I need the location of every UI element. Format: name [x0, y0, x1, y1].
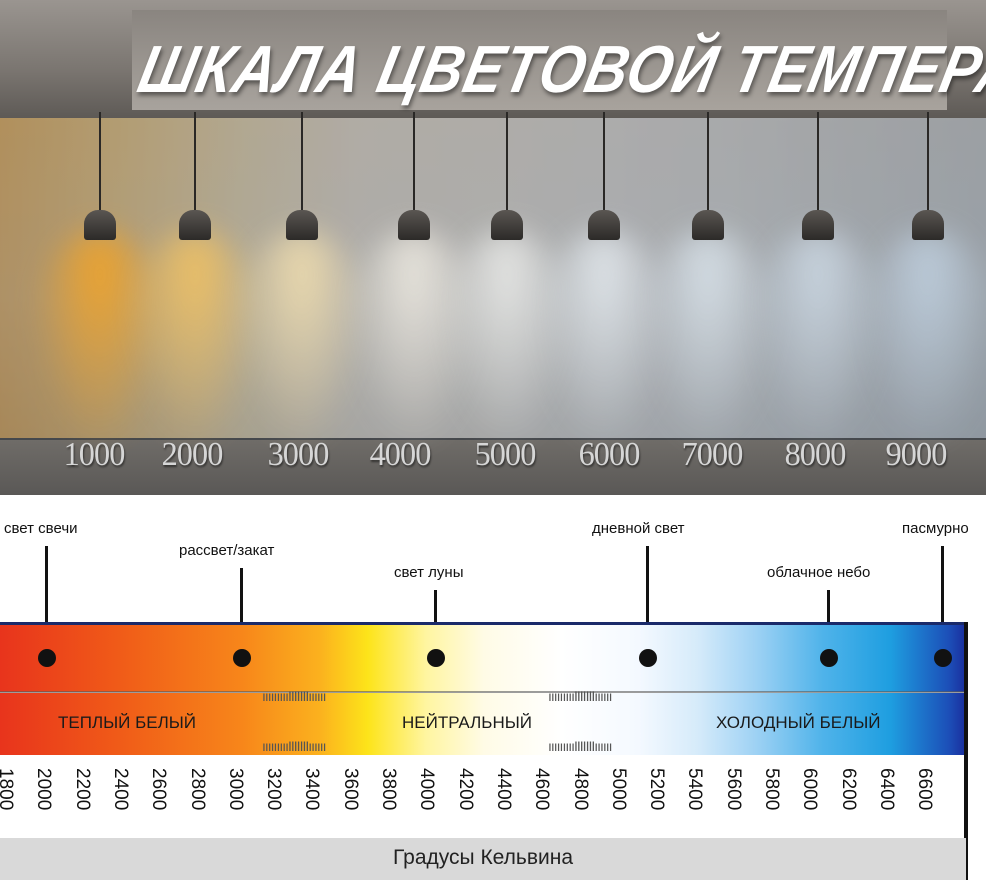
scale-frame-top: [0, 622, 968, 625]
pendant-lamp: [638, 112, 778, 450]
tick-label: 1800: [0, 768, 16, 811]
tick-label: 3400: [301, 768, 323, 811]
lamp-shade-icon: [286, 210, 318, 240]
tick-label: 5200: [646, 768, 668, 811]
tick-label: 4600: [531, 768, 553, 811]
pendant-lamp: [534, 112, 674, 450]
pendant-lamp: [748, 112, 888, 450]
lamp-shade-icon: [588, 210, 620, 240]
footer-band: [0, 838, 966, 880]
lamp-shade-icon: [692, 210, 724, 240]
tick-label: 4000: [416, 768, 438, 811]
tick-label: 6200: [837, 768, 859, 811]
tick-label: 4400: [492, 768, 514, 811]
kelvin-unit-label: Градусы Кельвина: [392, 846, 574, 869]
marker-overcast: [934, 649, 952, 667]
lamp-shade-icon: [84, 210, 116, 240]
tick-label: 4200: [454, 768, 476, 811]
marker-cloudy-sky: [820, 649, 838, 667]
transition-marks-cold-top: ıııııııııIIIIIIIıııııı: [548, 688, 613, 704]
lamp-cord: [927, 112, 929, 212]
lamp-glow: [858, 230, 986, 450]
pendant-lamp: [858, 112, 986, 450]
pendant-lamp: [125, 112, 265, 450]
tick-label: 6600: [914, 768, 936, 811]
photo-scale-7000: 7000: [681, 436, 744, 473]
transition-marks-warm-bottom: ıııııııııIIIIIIIıııııı: [262, 738, 327, 754]
lamp-cord: [707, 112, 709, 212]
bar-divider: [0, 691, 968, 693]
photo-scale-4000: 4000: [369, 436, 432, 473]
marker-moonlight: [427, 649, 445, 667]
lamp-cord: [413, 112, 415, 212]
pointer-sunrise: [240, 568, 243, 656]
transition-marks-cold-bottom: ıııııııııIIIIIIIıııııı: [548, 738, 613, 754]
lamp-shade-icon: [398, 210, 430, 240]
pointer-daylight: [646, 546, 649, 656]
pendant-lamp: [437, 112, 577, 450]
tick-label: 5400: [684, 768, 706, 811]
label-cloudy-sky: облачное небо: [767, 564, 871, 581]
photo-scale-3000: 3000: [267, 436, 330, 473]
lamp-shade-icon: [912, 210, 944, 240]
page-title: ШКАЛА ЦВЕТОВОЙ ТЕМПЕРАТУРЫ: [132, 32, 986, 107]
marker-daylight: [639, 649, 657, 667]
tick-label: 5800: [761, 768, 782, 811]
photo-scale-9000: 9000: [885, 436, 948, 473]
photo-scale-6000: 6000: [578, 436, 641, 473]
lamp-cord: [301, 112, 303, 212]
tick-label: 3600: [339, 768, 361, 811]
color-temperature-photo: ШКАЛА ЦВЕТОВОЙ ТЕМПЕРАТУРЫ 1000 2000 300…: [0, 0, 986, 495]
zone-warm-white: ТЕПЛЫЙ БЕЛЫЙ: [58, 713, 197, 732]
photo-scale-8000: 8000: [784, 436, 847, 473]
zone-cold-white: ХОЛОДНЫЙ БЕЛЫЙ: [716, 713, 881, 732]
label-candle: свет свечи: [4, 520, 78, 537]
label-daylight: дневной свет: [592, 520, 685, 537]
photo-scale-1000: 1000: [63, 436, 126, 473]
zone-neutral: НЕЙТРАЛЬНЫЙ: [402, 713, 532, 732]
lamp-shade-icon: [802, 210, 834, 240]
title-banner: [132, 10, 947, 110]
lamp-cord: [194, 112, 196, 212]
pendant-lamp: [232, 112, 372, 450]
label-moonlight: свет луны: [394, 564, 464, 581]
tick-label: 3000: [224, 768, 246, 811]
tick-label: 6400: [875, 768, 897, 811]
lamp-shade-icon: [491, 210, 523, 240]
tick-label: 2200: [71, 768, 93, 811]
scale-frame-right: [964, 622, 968, 880]
photo-scale-2000: 2000: [161, 436, 224, 473]
label-sunrise: рассвет/закат: [179, 542, 275, 559]
tick-label: 5000: [607, 768, 629, 811]
lamp-cord: [603, 112, 605, 212]
tick-label: 3800: [378, 768, 399, 811]
lamp-cord: [817, 112, 819, 212]
temperature-gradient-bar: [0, 625, 968, 692]
tick-label: 2800: [186, 768, 208, 811]
tick-label: 2000: [33, 768, 55, 811]
lamp-cord: [99, 112, 101, 212]
lamp-shade-icon: [179, 210, 211, 240]
marker-candle: [38, 649, 56, 667]
tick-label: 2600: [148, 768, 170, 811]
pointer-candle: [45, 546, 48, 656]
lamp-cord: [506, 112, 508, 212]
pointer-overcast: [941, 546, 944, 656]
temperature-zone-bar: [0, 693, 968, 755]
label-overcast: пасмурно: [902, 520, 969, 537]
tick-label: 6000: [799, 768, 821, 811]
pendant-lamp: [30, 112, 170, 450]
transition-marks-warm-top: ıııııııııIIIIIIIıııııı: [262, 688, 327, 704]
tick-label: 5600: [722, 768, 744, 811]
marker-sunrise: [233, 649, 251, 667]
tick-label: 3200: [263, 768, 285, 811]
photo-scale-5000: 5000: [474, 436, 537, 473]
tick-label: 4800: [569, 768, 591, 811]
tick-label: 2400: [109, 768, 131, 811]
pendant-lamp: [344, 112, 484, 450]
